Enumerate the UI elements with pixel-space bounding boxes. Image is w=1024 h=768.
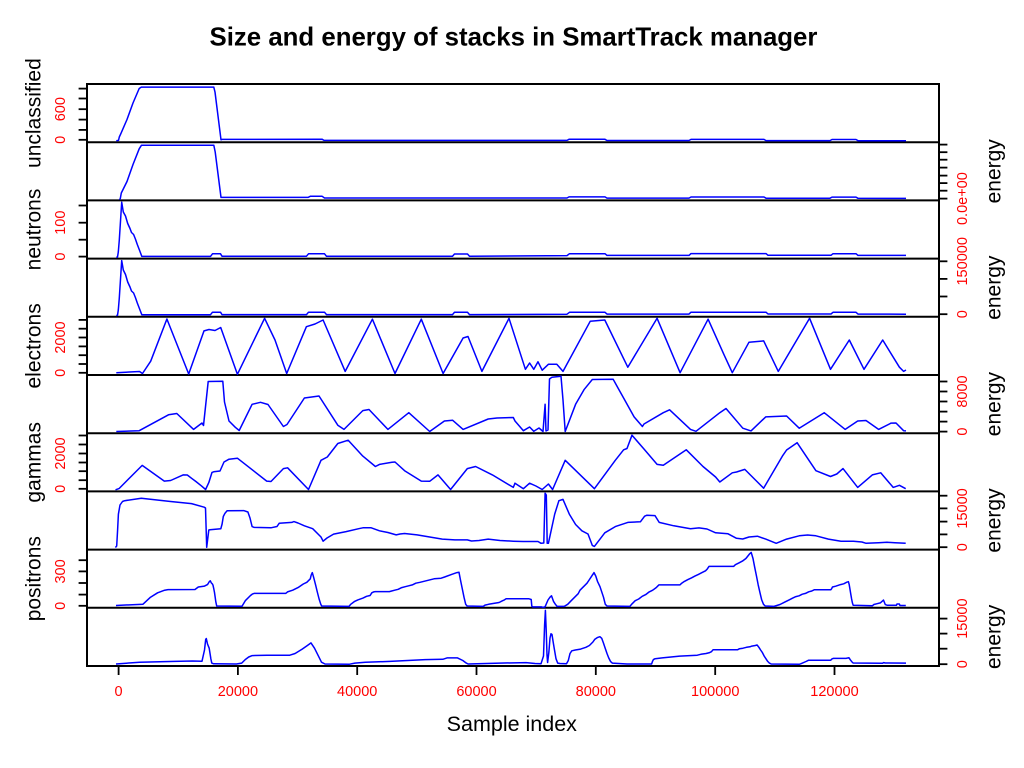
svg-text:120000: 120000	[810, 684, 858, 700]
svg-text:electrons: electrons	[23, 303, 46, 388]
svg-text:positrons: positrons	[23, 536, 46, 621]
svg-text:600: 600	[53, 97, 69, 121]
svg-text:Sample index: Sample index	[447, 712, 578, 736]
svg-text:energy: energy	[983, 488, 1006, 553]
svg-text:100000: 100000	[691, 684, 739, 700]
svg-text:unclassified: unclassified	[23, 58, 46, 168]
svg-text:100: 100	[53, 211, 69, 235]
svg-text:0: 0	[955, 428, 971, 436]
svg-text:0: 0	[955, 543, 971, 551]
svg-text:15000: 15000	[955, 598, 971, 638]
svg-text:energy: energy	[983, 604, 1006, 669]
svg-text:0: 0	[955, 660, 971, 668]
svg-text:energy: energy	[983, 371, 1006, 436]
svg-text:0: 0	[53, 136, 69, 144]
svg-text:energy: energy	[983, 139, 1006, 204]
svg-text:2000: 2000	[53, 321, 69, 353]
svg-text:80000: 80000	[576, 684, 616, 700]
svg-text:60000: 60000	[456, 684, 496, 700]
svg-text:Size and energy of stacks in S: Size and energy of stacks in SmartTrack …	[210, 24, 818, 52]
svg-text:150000: 150000	[955, 237, 971, 285]
svg-text:300: 300	[53, 559, 69, 583]
svg-text:0: 0	[115, 684, 123, 700]
svg-text:energy: energy	[983, 255, 1006, 320]
svg-text:0.0e+00: 0.0e+00	[955, 172, 971, 225]
svg-text:gammas: gammas	[23, 422, 46, 503]
svg-text:40000: 40000	[337, 684, 377, 700]
svg-text:neutrons: neutrons	[23, 189, 46, 271]
svg-text:2000: 2000	[53, 437, 69, 469]
svg-text:0: 0	[955, 310, 971, 318]
svg-text:0: 0	[53, 602, 69, 610]
svg-text:0: 0	[53, 369, 69, 377]
svg-text:8000: 8000	[955, 375, 971, 407]
svg-text:0: 0	[53, 253, 69, 261]
svg-text:20000: 20000	[218, 684, 258, 700]
svg-text:15000: 15000	[955, 488, 971, 528]
svg-text:0: 0	[53, 485, 69, 493]
